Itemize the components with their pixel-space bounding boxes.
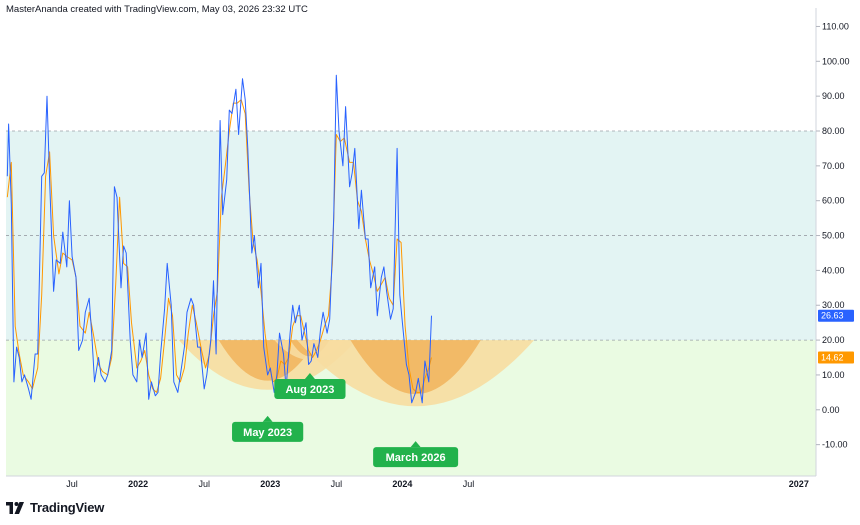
badge-label-2: March 2026 — [386, 452, 446, 464]
y-tick-label-8: 30.00 — [822, 300, 845, 310]
y-tick-label-6: 50.00 — [822, 231, 845, 241]
badge-label-0: May 2023 — [243, 427, 292, 439]
annotation-badges: May 2023 Aug 2023 March 2026 — [232, 373, 459, 468]
y-tick-label-5: 60.00 — [822, 196, 845, 206]
badge-label-1: Aug 2023 — [285, 384, 334, 396]
bowl-inner-2 — [350, 340, 481, 395]
annotation-badge-1: Aug 2023 — [274, 373, 346, 399]
y-tick-label-3: 80.00 — [822, 126, 845, 136]
x-tick-label-1: 2022 — [128, 479, 148, 489]
badge-box-1 — [274, 379, 346, 399]
badge-box-0 — [232, 421, 304, 442]
series-line-0 — [6, 74, 432, 404]
x-tick-label-6: Jul — [463, 479, 475, 489]
tradingview-brand[interactable]: TradingView — [6, 500, 104, 515]
price-tag-0 — [818, 309, 854, 322]
y-tick-label-12: -10.00 — [822, 440, 848, 450]
y-tick-label-11: 0.00 — [822, 405, 840, 415]
y-tick-label-10: 10.00 — [822, 370, 845, 380]
x-tick-label-3: 2023 — [260, 479, 280, 489]
y-tick-label-2: 90.00 — [822, 91, 845, 101]
price-tag-label-0: 26.63 — [821, 311, 844, 321]
price-tag-label-1: 14.62 — [821, 353, 844, 363]
y-tick-label-4: 70.00 — [822, 161, 845, 171]
x-tick-label-0: Jul — [66, 479, 78, 489]
annotation-badge-2: March 2026 — [373, 441, 459, 468]
tradingview-logo-text: TradingView — [30, 500, 105, 515]
x-tick-label-5: 2024 — [392, 479, 412, 489]
axes: 110.00 100.00 90.00 80.00 70.00 60.00 50.00 40.… — [6, 8, 854, 489]
annotation-badge-0: May 2023 — [232, 415, 304, 442]
series-line-1 — [6, 99, 432, 393]
x-tick-label-2: Jul — [198, 479, 210, 489]
y-tick-label-1: 100.00 — [822, 56, 850, 66]
y-tick-label-9: 20.00 — [822, 335, 845, 345]
y-tick-label-7: 40.00 — [822, 265, 845, 275]
tradingview-logo-icon — [6, 501, 24, 514]
series-lines — [6, 74, 432, 404]
chart-attribution: MasterAnanda created with TradingView.co… — [6, 4, 308, 15]
badge-pointer-2 — [410, 441, 421, 448]
badge-pointer-1 — [304, 373, 315, 379]
chart-background — [6, 131, 816, 476]
x-tick-label-7: 2027 — [789, 479, 809, 489]
price-tag-1 — [818, 351, 854, 364]
badge-pointer-0 — [262, 415, 273, 422]
badge-box-2 — [373, 447, 459, 468]
x-tick-label-4: Jul — [331, 479, 343, 489]
y-tick-label-0: 110.00 — [822, 21, 849, 31]
